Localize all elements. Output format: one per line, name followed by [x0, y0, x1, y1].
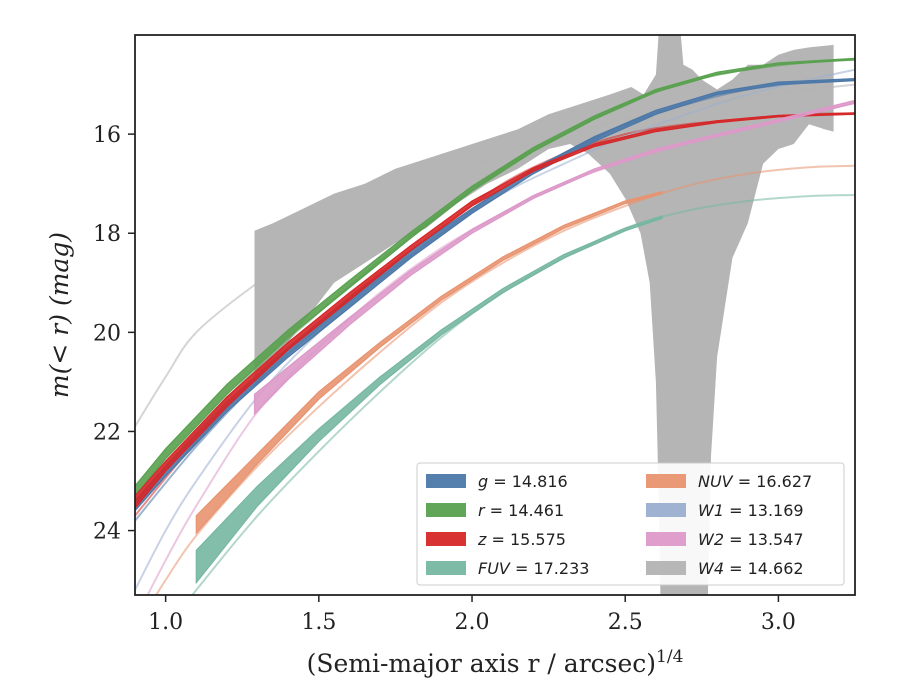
y-axis-ticks: 16 18 20 22 24	[93, 123, 135, 545]
x-axis-label: (Semi-major axis r / arcsec)1/4	[307, 647, 684, 678]
series-band-w2	[253, 99, 855, 416]
y-tick-label: 18	[93, 222, 121, 247]
y-tick-label: 24	[93, 520, 121, 545]
x-tick-label: 1.5	[301, 610, 336, 635]
plot-frame	[134, 34, 856, 596]
legend-label-r: r = 14.461	[478, 501, 564, 520]
y-tick-label: 20	[93, 321, 121, 346]
series-band-r	[135, 57, 855, 497]
series-band-z	[135, 112, 855, 510]
x-tick-label: 1.0	[148, 610, 183, 635]
x-tick-label: 2.5	[608, 610, 643, 635]
bands-layer	[254, 35, 834, 595]
y-axis-label: m(< r) (mag)	[45, 232, 74, 398]
legend-swatch-nuv	[646, 474, 686, 488]
legend-swatch-r	[426, 503, 466, 517]
legend-swatch-w4	[646, 561, 686, 575]
legend-label-w2: W2 = 13.547	[698, 530, 804, 549]
series-line-nuv	[155, 164, 855, 595]
x-axis-label-superscript: 1/4	[656, 647, 683, 667]
y-tick-label: 16	[93, 123, 121, 148]
legend-label-w4: W4 = 14.662	[698, 559, 804, 578]
x-tick-label: 2.0	[455, 610, 490, 635]
legend-swatch-g	[426, 474, 466, 488]
series-line-fuv	[191, 194, 855, 595]
legend-label-z: z = 15.575	[477, 530, 566, 549]
legend: g = 14.816 r = 14.461 z = 15.575 FUV = 17.2…	[416, 462, 845, 586]
legend-swatch-w1	[646, 503, 686, 517]
legend-label-nuv: NUV = 16.627	[698, 472, 812, 491]
legend-box	[416, 462, 845, 586]
legend-label-fuv: FUV = 17.233	[478, 559, 589, 578]
x-tick-label: 3.0	[761, 610, 796, 635]
series-band-fuv	[195, 215, 663, 585]
lines-layer	[135, 57, 855, 595]
legend-label-w1: W1 = 13.169	[698, 501, 804, 520]
x-axis-ticks: 1.0 1.5 2.0 2.5 3.0	[148, 595, 796, 635]
legend-swatch-fuv	[426, 561, 466, 575]
legend-swatch-z	[426, 532, 466, 546]
legend-label-g: g = 14.816	[478, 472, 568, 491]
legend-swatch-w2	[646, 532, 686, 546]
w4-band	[254, 35, 834, 595]
series-line-w4	[135, 83, 855, 428]
series-band-nuv	[195, 190, 663, 535]
y-tick-label: 22	[93, 420, 121, 445]
